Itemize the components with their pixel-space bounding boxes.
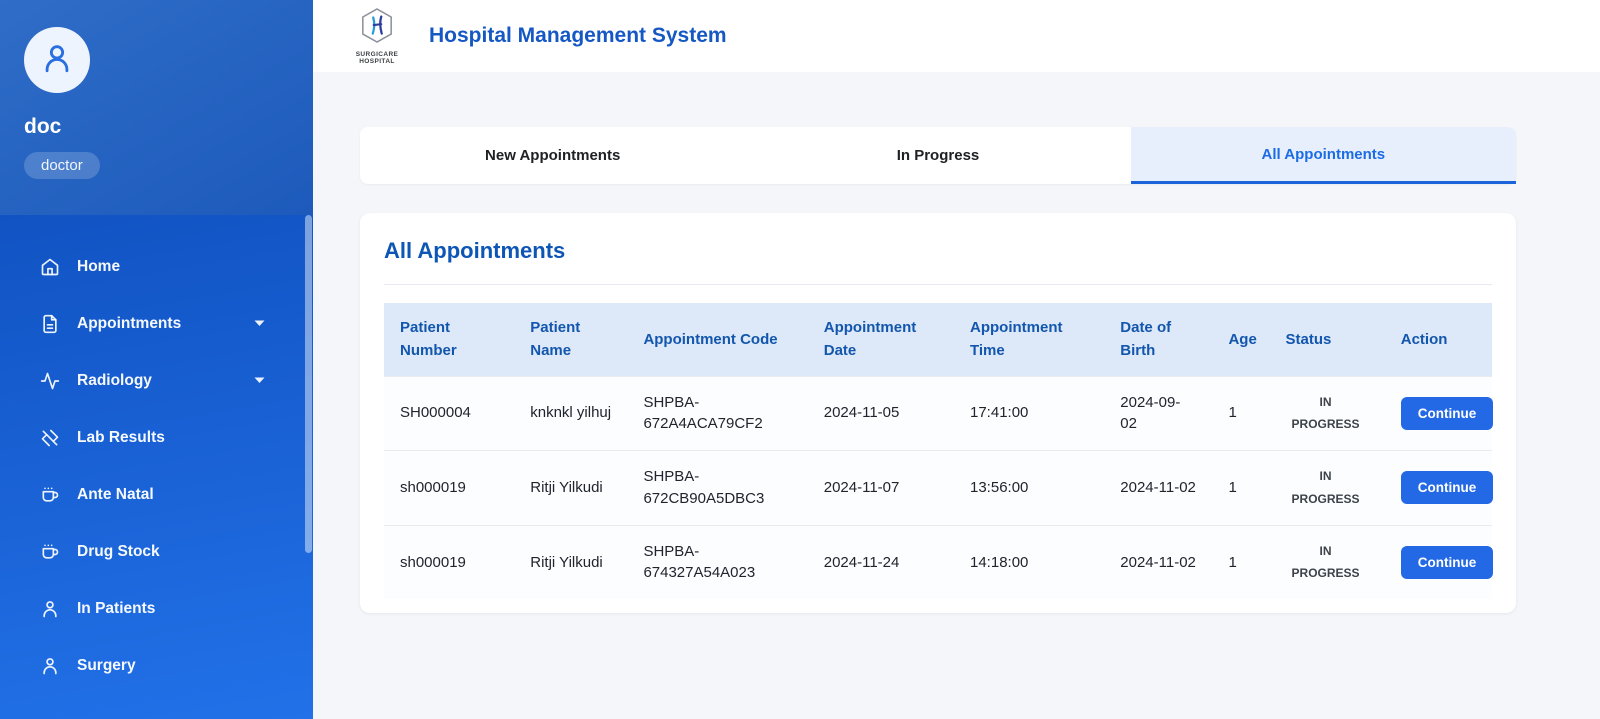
main-content: New Appointments In Progress All Appoint… — [313, 72, 1600, 719]
col-patient-number: Patient Number — [400, 319, 457, 360]
sidebar-item-in-patients[interactable]: In Patients — [0, 580, 313, 637]
cell-patient-number: sh000019 — [384, 450, 515, 526]
sidebar-item-ante-natal[interactable]: Ante Natal — [0, 466, 313, 523]
logo-caption: SURGICARE HOSPITAL — [355, 51, 399, 65]
page-title: Hospital Management System — [429, 24, 727, 47]
col-appointment-time: Appointment Time — [970, 319, 1063, 360]
cell-appointment-code: SHPBA-672CB90A5DBC3 — [627, 450, 808, 526]
cell-status: IN PROGRESS — [1269, 450, 1385, 526]
col-patient-name: Patient Name — [530, 319, 581, 360]
hexagon-logo-icon — [362, 8, 392, 43]
cup-icon — [40, 485, 60, 505]
cell-patient-name: knknkl yilhuj — [514, 375, 628, 451]
profile-section: doc doctor — [0, 0, 313, 215]
sidebar-item-lab-results[interactable]: Lab Results — [0, 409, 313, 466]
user-name: doc — [24, 115, 62, 138]
sidebar-item-label: Surgery — [77, 656, 136, 674]
cell-date-of-birth: 2024-09-02 — [1104, 375, 1213, 451]
cell-action: Continue — [1384, 524, 1494, 600]
document-icon — [40, 314, 60, 334]
tab-new-appointments[interactable]: New Appointments — [485, 147, 621, 164]
sidebar-item-radiology[interactable]: Radiology — [0, 352, 313, 409]
sidebar-scrollbar[interactable] — [305, 215, 312, 553]
cell-date-of-birth: 2024-11-02 — [1104, 524, 1213, 600]
sidebar-item-label: In Patients — [77, 599, 156, 617]
status-badge: IN PROGRESS — [1291, 469, 1360, 506]
cell-appointment-time: 14:18:00 — [954, 524, 1105, 600]
table-header-row: Patient Number Patient Name Appointment … — [384, 303, 1492, 376]
cell-appointment-code: SHPBA-674327A54A023 — [627, 524, 808, 600]
role-badge: doctor — [24, 152, 100, 179]
chevron-down-icon[interactable] — [254, 377, 265, 384]
cell-appointment-date: 2024-11-05 — [807, 375, 954, 451]
continue-button[interactable]: Continue — [1400, 396, 1494, 430]
home-icon — [40, 257, 60, 277]
sidebar-nav: Home Appointments Radiology — [0, 215, 313, 719]
cell-age: 1 — [1212, 375, 1270, 451]
col-action: Action — [1400, 330, 1448, 348]
cell-appointment-date: 2024-11-24 — [807, 524, 954, 600]
sidebar: doc doctor Home Appointments — [0, 0, 313, 719]
col-status: Status — [1285, 330, 1332, 348]
cell-date-of-birth: 2024-11-02 — [1104, 450, 1213, 526]
appointments-table: Patient Number Patient Name Appointment … — [384, 303, 1494, 600]
person-icon — [40, 599, 60, 619]
cell-appointment-code: SHPBA-672A4ACA79CF2 — [627, 375, 808, 451]
cell-action: Continue — [1384, 375, 1494, 451]
col-appointment-date: Appointment Date — [823, 319, 917, 360]
cell-status: IN PROGRESS — [1269, 375, 1385, 451]
continue-button[interactable]: Continue — [1400, 471, 1494, 505]
cup-icon — [40, 542, 60, 562]
table-row: sh000019 Ritji Yilkudi SHPBA-674327A54A0… — [384, 524, 1494, 600]
lab-slash-icon — [40, 428, 60, 448]
cell-action: Continue — [1384, 450, 1494, 526]
table-row: SH000004 knknkl yilhuj SHPBA-672A4ACA79C… — [384, 375, 1494, 451]
continue-button[interactable]: Continue — [1400, 545, 1494, 579]
activity-icon — [40, 371, 60, 391]
sidebar-item-label: Ante Natal — [77, 485, 154, 503]
chevron-down-icon[interactable] — [254, 320, 265, 327]
sidebar-item-label: Appointments — [77, 314, 182, 332]
sidebar-item-label: Home — [77, 257, 121, 275]
col-age: Age — [1228, 330, 1257, 348]
cell-status: IN PROGRESS — [1269, 524, 1385, 600]
user-icon — [40, 41, 74, 80]
cell-age: 1 — [1212, 524, 1270, 600]
sidebar-item-drug-stock[interactable]: Drug Stock — [0, 523, 313, 580]
cell-age: 1 — [1212, 450, 1270, 526]
col-appointment-code: Appointment Code — [643, 330, 778, 348]
table-row: sh000019 Ritji Yilkudi SHPBA-672CB90A5DB… — [384, 450, 1494, 526]
appointments-tabbar: New Appointments In Progress All Appoint… — [360, 127, 1516, 184]
cell-appointment-date: 2024-11-07 — [807, 450, 954, 526]
app-header: SURGICARE HOSPITAL Hospital Management S… — [313, 0, 1600, 72]
cell-patient-name: Ritji Yilkudi — [514, 450, 628, 526]
sidebar-item-label: Radiology — [77, 371, 152, 389]
person-icon — [40, 656, 60, 676]
cell-patient-number: SH000004 — [384, 375, 515, 451]
sidebar-item-surgery[interactable]: Surgery — [0, 637, 313, 694]
section-title: All Appointments — [384, 238, 566, 263]
tab-in-progress[interactable]: In Progress — [896, 147, 980, 164]
cell-appointment-time: 13:56:00 — [954, 450, 1105, 526]
status-badge: IN PROGRESS — [1291, 543, 1360, 581]
all-appointments-card: All Appointments Patient Number Patient … — [360, 213, 1516, 613]
hospital-logo: SURGICARE HOSPITAL — [341, 7, 413, 65]
sidebar-item-label: Lab Results — [77, 428, 165, 446]
col-date-of-birth: Date of Birth — [1120, 319, 1172, 360]
sidebar-item-appointments[interactable]: Appointments — [0, 295, 313, 352]
cell-appointment-time: 17:41:00 — [954, 375, 1105, 451]
status-badge: IN PROGRESS — [1291, 394, 1360, 432]
sidebar-item-home[interactable]: Home — [0, 238, 313, 295]
divider — [384, 284, 1492, 285]
sidebar-item-label: Drug Stock — [77, 542, 160, 560]
tab-all-appointments[interactable]: All Appointments — [1130, 127, 1516, 184]
avatar — [24, 27, 90, 93]
cell-patient-name: Ritji Yilkudi — [514, 524, 628, 600]
cell-patient-number: sh000019 — [384, 524, 515, 600]
